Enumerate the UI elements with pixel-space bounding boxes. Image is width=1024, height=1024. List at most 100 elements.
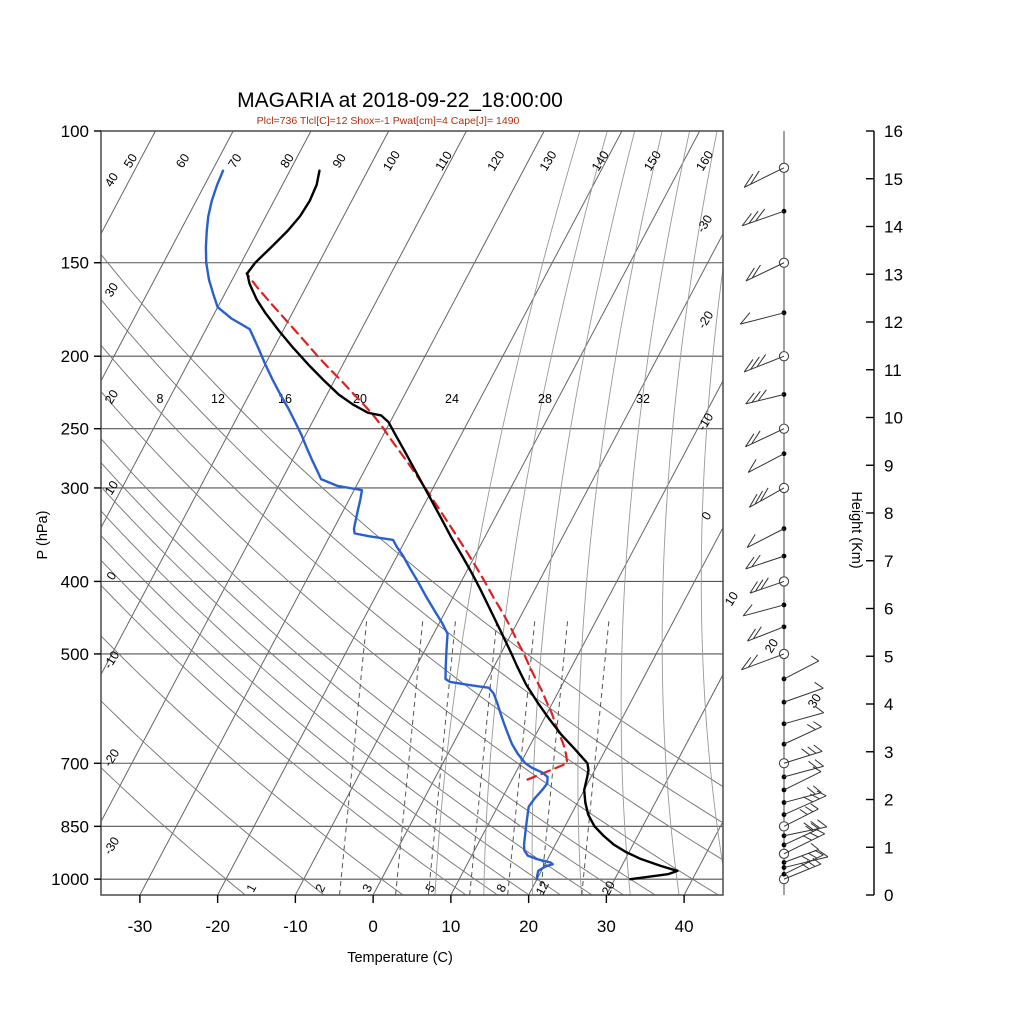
wind-barb-feather [747, 459, 757, 473]
wind-barb-feather [739, 312, 751, 325]
wind-barb-staff [783, 660, 820, 680]
wind-barb-staff [748, 453, 785, 473]
wind-barb-feather [755, 208, 766, 222]
pressure-tick-label: 1000 [51, 870, 89, 889]
wind-barb-feather [814, 681, 824, 689]
height-tick-label: 9 [884, 456, 893, 475]
height-tick-label: 12 [884, 313, 903, 332]
grid-label: 30 [805, 691, 824, 710]
temperature-tick-label: 10 [441, 917, 460, 936]
wind-barb-feather [746, 534, 756, 548]
pressure-tick-label: 100 [61, 122, 89, 141]
wind-barb-feather [751, 264, 761, 279]
pressure-tick-label: 250 [61, 420, 89, 439]
grid-label: 20 [102, 387, 121, 406]
wind-barb-feather [760, 577, 769, 590]
wind-barb-feather [813, 721, 822, 728]
wind-barb-feather [757, 389, 767, 402]
grid-label: 20 [599, 879, 618, 898]
grid-label: 70 [225, 151, 244, 170]
wind-barb-feather [814, 759, 824, 767]
wind-barb-feather [741, 656, 752, 671]
y-axis-label-pressure: P (hPa) [35, 511, 51, 560]
height-tick-label: 16 [884, 122, 903, 141]
grid-label: 30 [102, 280, 121, 299]
pressure-tick-label: 850 [61, 817, 89, 836]
wind-barb-feather [748, 493, 758, 508]
wind-barb-feather [745, 267, 755, 282]
temperature-curve [246, 169, 679, 881]
wind-barb-feather [752, 626, 762, 640]
wind-barb-feather [812, 766, 822, 773]
sounding-curves [204, 169, 679, 881]
grid-label: 12 [533, 879, 552, 898]
wind-barb-feather [750, 170, 760, 185]
wind-barb-feather [743, 173, 754, 188]
wind-barb-feather [812, 785, 822, 793]
wind-barb-feather [751, 391, 761, 403]
wind-barb-feather [741, 213, 752, 227]
wind-barb-feather [810, 820, 821, 829]
temperature-tick-label: 30 [597, 917, 616, 936]
pressure-tick-label: 150 [61, 254, 89, 273]
wind-barb-staff [783, 849, 819, 863]
grid-label: 24 [445, 392, 459, 406]
wind-barb-feather [755, 579, 764, 592]
wind-barb-feather [810, 803, 819, 810]
pressure-tick-label: 500 [61, 645, 89, 664]
plot-frame [100, 130, 724, 896]
wind-barb-feather [760, 487, 769, 502]
wind-barb-feather [817, 819, 828, 828]
wind-barb-feather [810, 655, 820, 662]
temperature-tick-label: 20 [519, 917, 538, 936]
wind-barb-feather [803, 796, 813, 803]
wind-barb-staff [743, 604, 785, 617]
grid-label: 10 [722, 589, 741, 608]
wind-level-marker [781, 553, 787, 559]
height-tick-label: 8 [884, 504, 893, 523]
grid-label: 28 [538, 392, 552, 406]
height-tick-label: 4 [884, 695, 893, 714]
height-tick-label: 14 [884, 218, 903, 237]
height-tick-label: 11 [884, 361, 902, 380]
wind-barb-feather [807, 746, 817, 754]
wind-barb-feather [801, 855, 811, 862]
wind-barb-feather [816, 790, 827, 797]
height-tick-label: 7 [884, 552, 893, 571]
wind-barb-feather [751, 554, 761, 568]
grid-label: 32 [636, 392, 650, 406]
wind-barb-staff [740, 312, 785, 325]
wind-barb-feather [800, 862, 810, 870]
height-tick-label: 5 [884, 647, 893, 666]
parcel-curve [245, 272, 569, 781]
y-axis-label-height: Height (Km) [848, 491, 864, 568]
pressure-tick-label: 700 [61, 754, 89, 773]
indices-subtitle: Plcl=736 Tlcl[C]=12 Shox=-1 Pwat[cm]=4 C… [257, 115, 520, 127]
wind-barb-feather [808, 852, 818, 859]
pressure-tick-label: 400 [61, 572, 89, 591]
wind-barb-feather [814, 705, 825, 714]
wind-barb-staff [783, 771, 822, 791]
wind-barb-feather [747, 628, 756, 642]
wind-barb-feather [745, 392, 755, 405]
grid-label: 80 [278, 151, 297, 170]
wind-barb-feather [803, 822, 814, 831]
wind-barb-feather [818, 849, 829, 858]
dewpoint-curve [204, 169, 554, 881]
wind-barb-feather [804, 806, 814, 813]
wind-barb-feather [754, 490, 763, 505]
height-tick-label: 10 [884, 409, 903, 428]
wind-barb-feather [808, 760, 818, 769]
wind-barb-feather [799, 808, 808, 815]
temperature-tick-label: -10 [283, 917, 308, 936]
wind-barb-feather [751, 430, 761, 445]
pressure-tick-label: 200 [61, 347, 89, 366]
wind-barb-feather [806, 787, 816, 795]
height-tick-label: 6 [884, 600, 893, 619]
grid-label: 50 [121, 151, 140, 170]
